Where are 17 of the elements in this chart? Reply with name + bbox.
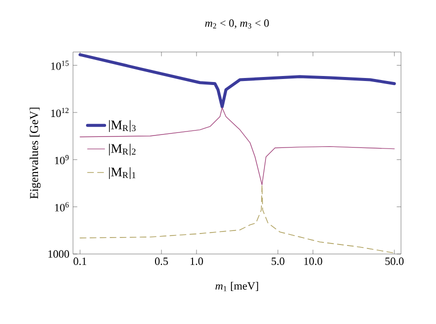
chart-title: m$_{2}$ < 0, m$_{3}$ < 0 [205,19,269,28]
y-tick-label: 10$^{9}$ [55,155,69,164]
y-axis-title: Eigenvalues [GeV] [30,108,41,199]
x-tick-label: 5.0 [272,258,284,266]
y-tick-label: 10$^{6}$ [55,202,69,212]
x-tick-label: 0.5 [155,258,168,266]
x-tick-label: 10.0 [304,258,322,266]
y-tick-label: 10$^{12}$ [51,108,69,118]
legend-label: |M$_{R}$|$_{1}$ [109,167,136,180]
x-tick-label: 1.0 [190,258,203,266]
y-tick-label: 1000 [48,250,70,258]
x-axis-title: m$_{1}$ [meV] [216,282,258,292]
x-tick-label: 0.1 [74,258,86,266]
legend-label: |M$_{R}$|$_{2}$ [109,144,136,156]
legend-label: |M$_{R}$|$_{3}$ [109,120,136,132]
y-tick-label: 10$^{15}$ [51,60,69,70]
x-tick-label: 50.0 [385,258,404,266]
